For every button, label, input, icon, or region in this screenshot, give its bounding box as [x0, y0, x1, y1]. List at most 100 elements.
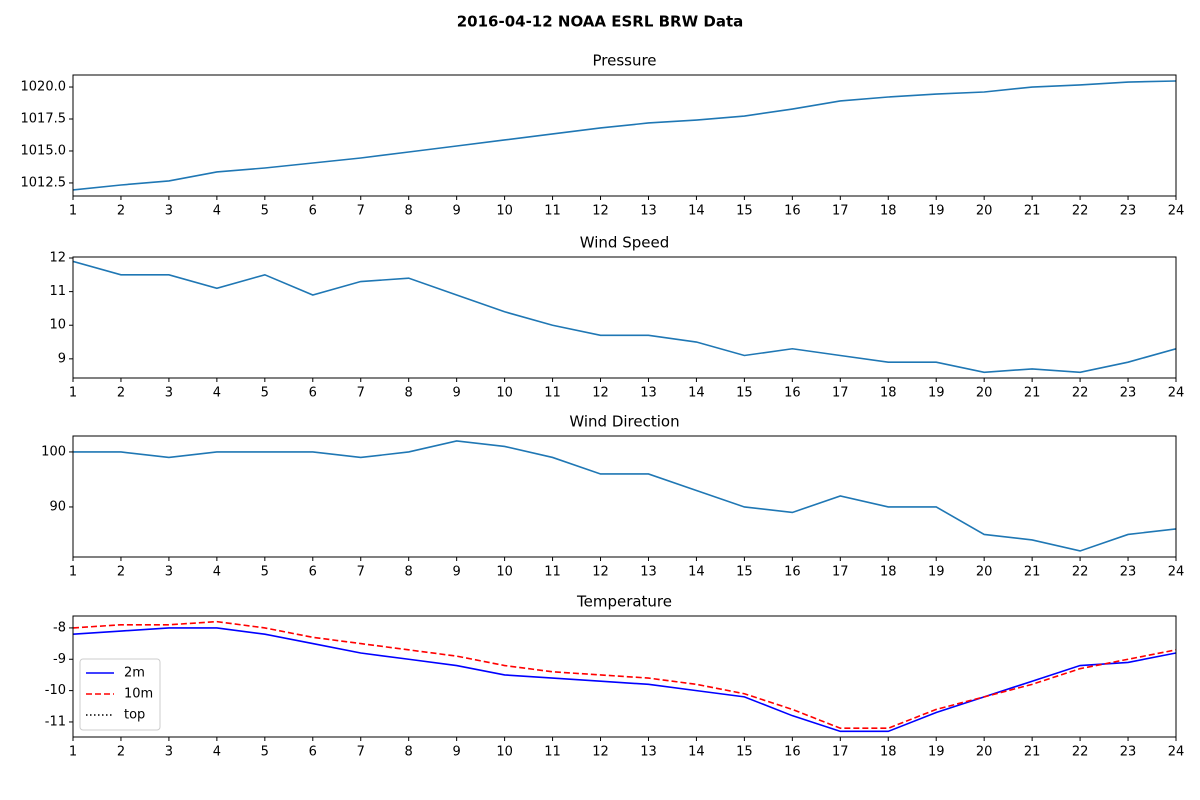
x-tick-label: 1: [69, 565, 77, 580]
x-tick-label: 1: [69, 386, 77, 401]
figure-title: 2016-04-12 NOAA ESRL BRW Data: [457, 13, 744, 31]
x-tick-label: 5: [261, 386, 269, 401]
x-tick-label: 23: [1120, 565, 1137, 580]
x-tick-label: 8: [405, 745, 413, 760]
x-tick-label: 20: [976, 745, 993, 760]
x-tick-label: 13: [640, 565, 657, 580]
x-tick-label: 4: [213, 386, 221, 401]
x-tick-label: 3: [165, 386, 173, 401]
x-tick-label: 8: [405, 565, 413, 580]
y-tick-label: 1012.5: [21, 175, 67, 190]
x-tick-label: 9: [453, 204, 461, 219]
subplot-title: Pressure: [592, 52, 656, 70]
x-tick-label: 18: [880, 565, 897, 580]
y-tick-label: 11: [49, 284, 66, 299]
x-tick-label: 12: [592, 386, 609, 401]
x-tick-label: 7: [357, 204, 365, 219]
y-tick-label: 1017.5: [21, 112, 67, 127]
x-tick-label: 22: [1072, 745, 1089, 760]
x-tick-label: 3: [165, 565, 173, 580]
series-line: [73, 260, 1176, 374]
y-tick-label: -8: [53, 620, 66, 635]
x-tick-label: 1: [69, 745, 77, 760]
x-tick-label: 10: [496, 565, 513, 580]
x-tick-label: 16: [784, 204, 801, 219]
x-tick-label: 1: [69, 204, 77, 219]
x-tick-label: 16: [784, 386, 801, 401]
x-tick-label: 21: [1024, 204, 1041, 219]
x-tick-label: 17: [832, 565, 849, 580]
x-tick-label: 15: [736, 386, 753, 401]
x-tick-label: 7: [357, 745, 365, 760]
x-tick-label: 6: [309, 386, 317, 401]
x-tick-label: 14: [688, 386, 705, 401]
series-line: [73, 440, 1176, 552]
x-tick-label: 23: [1120, 204, 1137, 219]
y-tick-label: -9: [53, 652, 66, 667]
x-tick-label: 2: [117, 745, 125, 760]
x-tick-label: 6: [309, 745, 317, 760]
x-tick-label: 7: [357, 386, 365, 401]
x-tick-label: 21: [1024, 386, 1041, 401]
x-tick-label: 6: [309, 565, 317, 580]
x-tick-label: 20: [976, 204, 993, 219]
x-tick-label: 17: [832, 204, 849, 219]
axes-frame: [72, 615, 1177, 738]
legend-box: [79, 658, 161, 731]
x-tick-label: 5: [261, 565, 269, 580]
x-tick-label: 14: [688, 745, 705, 760]
x-tick-label: 22: [1072, 204, 1089, 219]
y-tick-label: 90: [49, 499, 66, 514]
y-tick-label: 100: [41, 444, 66, 459]
x-tick-label: 8: [405, 386, 413, 401]
x-tick-label: 5: [261, 745, 269, 760]
subplot-title: Wind Direction: [569, 413, 679, 431]
x-tick-label: 10: [496, 386, 513, 401]
y-tick-label: 9: [58, 351, 66, 366]
x-tick-label: 13: [640, 386, 657, 401]
x-tick-label: 3: [165, 745, 173, 760]
x-tick-label: 22: [1072, 386, 1089, 401]
series-line: [73, 80, 1176, 191]
legend-label: 2m: [124, 666, 145, 681]
x-tick-label: 12: [592, 745, 609, 760]
subplot-title: Wind Speed: [580, 234, 670, 252]
x-tick-label: 11: [544, 565, 561, 580]
x-tick-label: 4: [213, 565, 221, 580]
x-tick-label: 12: [592, 204, 609, 219]
x-tick-label: 13: [640, 745, 657, 760]
x-tick-label: 2: [117, 565, 125, 580]
x-tick-label: 15: [736, 745, 753, 760]
x-tick-label: 15: [736, 204, 753, 219]
x-tick-label: 8: [405, 204, 413, 219]
x-tick-label: 4: [213, 204, 221, 219]
x-tick-label: 18: [880, 386, 897, 401]
x-tick-label: 19: [928, 204, 945, 219]
x-tick-label: 4: [213, 745, 221, 760]
x-tick-label: 12: [592, 565, 609, 580]
x-tick-label: 16: [784, 745, 801, 760]
x-tick-label: 24: [1168, 386, 1185, 401]
y-tick-label: 12: [49, 251, 66, 266]
x-tick-label: 9: [453, 565, 461, 580]
x-tick-label: 21: [1024, 565, 1041, 580]
legend-label: 10m: [124, 687, 153, 702]
x-tick-label: 10: [496, 204, 513, 219]
x-tick-label: 23: [1120, 386, 1137, 401]
x-tick-label: 9: [453, 386, 461, 401]
x-tick-label: 3: [165, 204, 173, 219]
x-tick-label: 11: [544, 745, 561, 760]
x-tick-label: 5: [261, 204, 269, 219]
axes-frame: [72, 74, 1177, 197]
x-tick-label: 9: [453, 745, 461, 760]
x-tick-label: 2: [117, 386, 125, 401]
x-tick-label: 22: [1072, 565, 1089, 580]
x-tick-label: 14: [688, 204, 705, 219]
axes-frame: [72, 256, 1177, 379]
x-tick-label: 2: [117, 204, 125, 219]
y-tick-label: 1020.0: [21, 80, 67, 95]
y-tick-label: 1015.0: [21, 143, 67, 158]
x-tick-label: 14: [688, 565, 705, 580]
